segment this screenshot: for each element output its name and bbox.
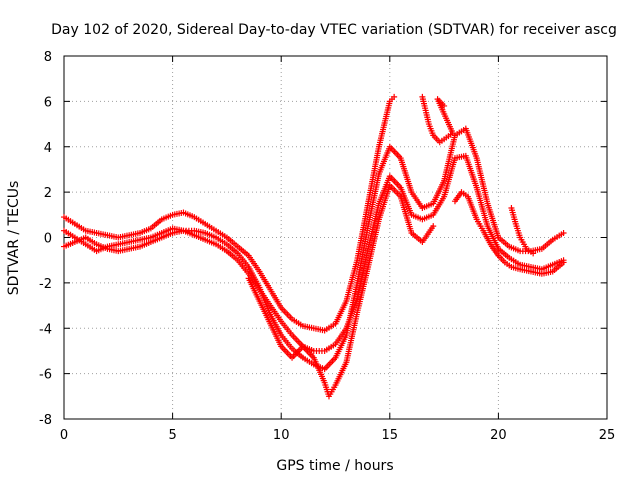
data-marks — [61, 93, 567, 400]
y-tick-label: 6 — [44, 95, 52, 110]
y-tick-label: 4 — [44, 141, 52, 156]
series-track-6 — [451, 189, 567, 277]
y-tick-label: -4 — [39, 322, 52, 337]
x-tick-label: 15 — [382, 428, 399, 443]
series-track-3 — [61, 152, 567, 354]
x-tick-label: 5 — [168, 428, 176, 443]
data-point — [430, 223, 437, 230]
y-tick-label: -8 — [39, 413, 52, 428]
chart-title: Day 102 of 2020, Sidereal Day-to-day VTE… — [51, 22, 617, 38]
data-point — [441, 102, 448, 109]
data-point — [391, 93, 398, 100]
x-tick-labels: 0 5 10 15 20 25 — [60, 428, 615, 443]
data-point — [530, 250, 537, 257]
x-tick-label: 10 — [273, 428, 290, 443]
axis-ticks — [63, 55, 608, 420]
series-track-4 — [245, 182, 437, 400]
plot-frame — [63, 55, 608, 420]
data-point — [560, 259, 567, 266]
x-tick-label: 0 — [60, 428, 68, 443]
y-tick-label: -2 — [39, 277, 52, 292]
y-tick-label: -6 — [39, 368, 52, 383]
y-tick-label: 2 — [44, 186, 52, 201]
y-axis-label: SDTVAR / TECUs — [6, 181, 22, 296]
x-axis-label: GPS time / hours — [276, 458, 393, 474]
data-point — [560, 229, 567, 236]
y-tick-label: 0 — [44, 232, 52, 247]
series-track-1 — [61, 93, 398, 334]
x-tick-label: 20 — [490, 428, 507, 443]
series-track-5 — [419, 93, 456, 146]
y-tick-labels: -8 -6 -4 -2 0 2 4 6 8 — [39, 50, 52, 428]
y-tick-label: 8 — [44, 50, 52, 65]
x-tick-label: 25 — [599, 428, 616, 443]
grid-lines — [64, 56, 607, 419]
series-track-7 — [508, 205, 537, 257]
series-track-2 — [61, 125, 567, 373]
